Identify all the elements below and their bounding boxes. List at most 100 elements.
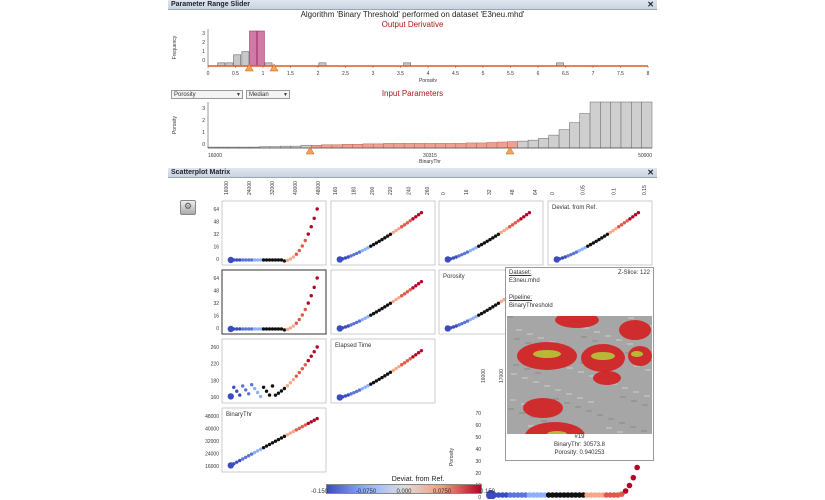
- tick-label: 48: [510, 189, 516, 195]
- data-point: [340, 395, 345, 399]
- data-point: [566, 254, 570, 258]
- input-histogram[interactable]: 16000 30315 50000 3 2 1 0 BinaryThr Porosity: [168, 100, 657, 164]
- data-point: [491, 236, 495, 240]
- data-point: [383, 236, 387, 240]
- texture-speck: [555, 389, 561, 391]
- texture-speck: [645, 369, 651, 371]
- data-point: [235, 327, 239, 331]
- tick-label: 40000: [205, 427, 219, 433]
- data-point: [626, 482, 633, 489]
- chevron-down-icon: ▼: [236, 92, 241, 98]
- data-point: [369, 382, 373, 386]
- texture-speck: [533, 381, 539, 383]
- data-point: [238, 258, 242, 262]
- data-point: [258, 327, 263, 331]
- data-point: [246, 327, 251, 331]
- data-point: [264, 444, 269, 448]
- data-point: [388, 232, 393, 236]
- data-point: [270, 384, 275, 388]
- param-slider-titlebar: Parameter Range Slider ✕: [168, 0, 657, 10]
- data-point: [309, 225, 313, 229]
- texture-speck: [619, 422, 625, 424]
- texture-speck: [575, 406, 581, 408]
- data-point: [625, 219, 629, 223]
- tick-label: 32000: [205, 439, 219, 445]
- pore-region: [619, 320, 651, 340]
- data-point: [591, 241, 596, 245]
- tick-label: 220: [211, 362, 220, 368]
- parameter-dropdown[interactable]: Porosity ▼: [171, 90, 243, 99]
- data-point: [597, 237, 601, 242]
- tick-label: 48000: [205, 414, 219, 420]
- cell-label: Porosity: [443, 274, 465, 280]
- data-point: [561, 492, 567, 498]
- data-point: [485, 239, 489, 243]
- histogram-bar: [352, 144, 364, 149]
- data-point: [374, 379, 379, 383]
- data-point: [634, 464, 640, 471]
- tick-label: 32: [213, 232, 219, 238]
- data-point: [241, 457, 245, 461]
- tick-label: 0: [202, 58, 205, 64]
- data-point: [343, 325, 348, 329]
- data-point: [377, 377, 381, 381]
- tick-label: 2: [317, 71, 320, 77]
- tick-label: 180: [211, 378, 220, 384]
- z-slice-label: Z-Slice: 122: [617, 270, 650, 276]
- data-point: [460, 321, 464, 326]
- data-point: [258, 447, 263, 451]
- data-point: [252, 386, 257, 391]
- texture-speck: [622, 387, 628, 389]
- data-point: [366, 384, 370, 388]
- pore-region: [523, 398, 563, 418]
- data-point: [524, 213, 529, 217]
- data-point: [285, 384, 290, 388]
- data-point: [519, 217, 523, 221]
- statistic-dropdown[interactable]: Median ▼: [246, 90, 290, 99]
- close-icon[interactable]: ✕: [647, 0, 654, 9]
- data-point: [457, 254, 461, 258]
- data-point: [518, 492, 525, 498]
- data-point: [246, 258, 251, 262]
- tick-label: 40000: [293, 181, 299, 195]
- tick-label: 32: [213, 301, 219, 307]
- matrix-settings-button[interactable]: ⚙: [180, 200, 196, 215]
- data-point: [602, 234, 607, 238]
- data-point: [557, 257, 562, 261]
- data-point: [360, 317, 365, 322]
- data-point: [279, 436, 284, 440]
- data-point: [400, 294, 404, 298]
- texture-speck: [567, 367, 573, 369]
- data-point: [557, 492, 564, 498]
- data-point: [491, 305, 495, 309]
- histogram-bar: [465, 142, 477, 149]
- data-point: [270, 258, 275, 262]
- tick-label: 1: [262, 71, 265, 77]
- data-point: [538, 492, 544, 498]
- range-handle: [305, 146, 315, 155]
- data-point: [402, 361, 407, 365]
- data-point: [282, 259, 287, 263]
- data-point: [397, 295, 401, 300]
- pore-region: [525, 422, 585, 434]
- close-icon[interactable]: ✕: [647, 168, 654, 177]
- data-point: [235, 389, 239, 393]
- data-point: [349, 323, 353, 327]
- slice-preview-image: [507, 316, 652, 434]
- data-point: [346, 255, 350, 259]
- tick-label: 48: [213, 220, 219, 226]
- data-point: [448, 326, 453, 330]
- tick-label: 6.5: [562, 71, 569, 77]
- data-point: [294, 374, 299, 378]
- tick-label: 1: [202, 130, 205, 136]
- tick-label: 5: [482, 71, 485, 77]
- histogram-bar: [393, 143, 405, 149]
- data-point: [306, 421, 310, 426]
- tick-label: 0: [207, 71, 210, 77]
- tick-label: 60: [475, 423, 481, 429]
- data-point: [553, 492, 560, 498]
- data-point: [380, 375, 384, 380]
- scatterplot-matrix[interactable]: 16000 24000 32000 40000 48000 160 180 200 220 240…: [168, 179, 657, 499]
- output-histogram[interactable]: 0 0.5 1 1.5 2 2.5 3 3.5 4 4.5 5 5.5 6 6.5 7 7.5 8 3 2 1 0 Por…: [168, 27, 657, 82]
- data-point: [542, 492, 548, 498]
